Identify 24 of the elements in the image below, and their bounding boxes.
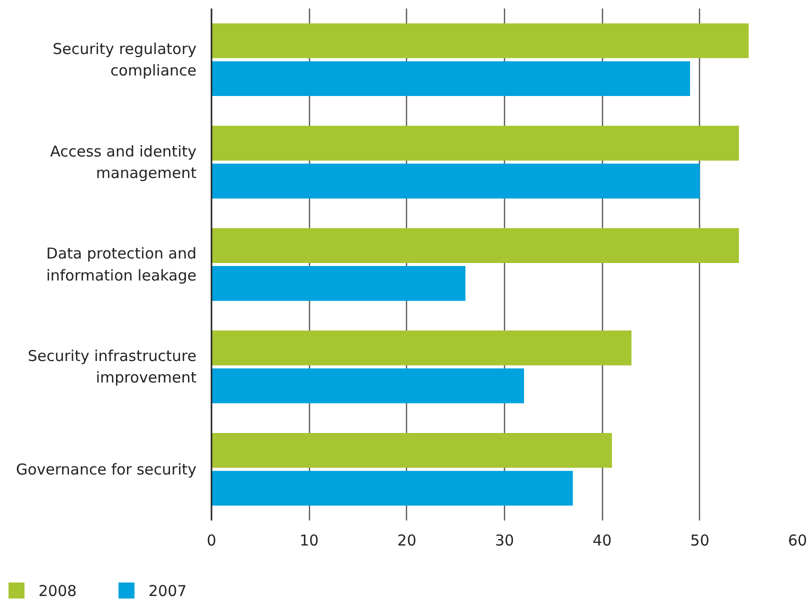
- bar: [212, 266, 466, 301]
- legend-label: 2008: [38, 582, 77, 600]
- y-tick-label: Governance for security: [16, 460, 197, 478]
- bar: [212, 126, 739, 161]
- y-tick-label: Access and identity management: [50, 142, 197, 182]
- bar: [212, 61, 690, 96]
- bar: [212, 432, 612, 468]
- x-tick-label: 60: [788, 532, 808, 550]
- x-tick-label: 10: [300, 532, 319, 550]
- x-tick-label: 50: [690, 532, 710, 550]
- x-tick-label: 20: [397, 532, 416, 550]
- bar: [212, 164, 700, 198]
- y-tick-label: Security regulatory compliance: [52, 40, 197, 80]
- x-tick-label: 30: [494, 532, 514, 550]
- bar: [212, 470, 573, 506]
- bar: [212, 228, 739, 263]
- bar: [212, 368, 524, 404]
- bar: [212, 330, 632, 366]
- y-tick-label: Data protection and information leakage: [46, 244, 197, 284]
- bar: [212, 23, 749, 58]
- legend-label: 2007: [148, 582, 187, 600]
- x-tick-label: 40: [592, 532, 612, 550]
- y-tick-label: Security infrastructure improvement: [28, 347, 197, 387]
- x-tick-label: 0: [206, 532, 216, 550]
